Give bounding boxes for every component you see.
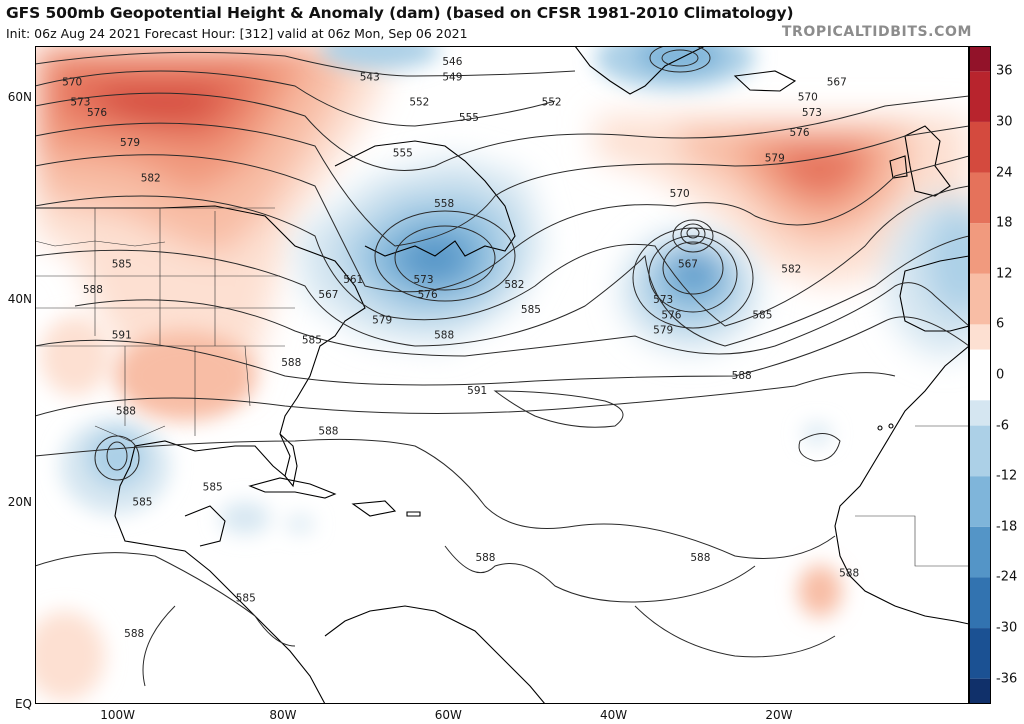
contour-label: 585 — [302, 335, 322, 347]
colorbar-band — [969, 324, 991, 350]
contour-label: 588 — [839, 567, 859, 579]
colorbar-band — [969, 273, 991, 325]
colorbar-band — [969, 223, 991, 274]
lon-label-80w: 80W — [269, 708, 297, 722]
contour-label: 588 — [690, 552, 710, 564]
contour-label: 579 — [120, 137, 140, 149]
lat-label-60n: 60N — [7, 89, 32, 104]
contour-label: 570 — [798, 92, 818, 104]
contour-label: 588 — [116, 405, 136, 417]
colorbar-band — [969, 172, 991, 224]
lon-label-40w: 40W — [600, 708, 628, 722]
lat-label-eq: EQ — [14, 697, 32, 711]
contour-label: 582 — [504, 279, 524, 291]
lon-label-100w: 100W — [100, 708, 136, 722]
contour-label: 555 — [393, 147, 413, 159]
lon-label-20w: 20W — [765, 708, 793, 722]
contour-label: 561 — [343, 274, 363, 286]
contour-label: 579 — [765, 152, 785, 164]
contour-label: 549 — [442, 71, 462, 83]
contour-label: 591 — [112, 330, 132, 342]
contour-label: 570 — [670, 188, 690, 200]
contour-label: 582 — [781, 264, 801, 276]
contour-label: 558 — [434, 198, 454, 210]
contour-label: 543 — [360, 71, 380, 83]
contour-label: 552 — [409, 97, 429, 109]
contour-label: 588 — [732, 370, 752, 382]
contour-label: 585 — [203, 481, 223, 493]
colorbar-band — [969, 526, 991, 578]
colorbar-band — [969, 577, 991, 629]
lon-label-60w: 60W — [434, 708, 462, 722]
colorbar-tick-label: -18 — [996, 519, 1018, 535]
colorbar-tick-label: 24 — [996, 165, 1013, 181]
contour-label: 552 — [542, 97, 562, 109]
colorbar-tick-label: -30 — [996, 620, 1018, 636]
colorbar-tick-label: -24 — [996, 569, 1018, 585]
colorbar-band — [969, 476, 991, 527]
colorbar-tick-label: 12 — [996, 266, 1013, 282]
colorbar-band — [969, 46, 991, 72]
colorbar-band — [969, 678, 991, 704]
contour-label: 576 — [790, 127, 810, 139]
contour-label: 588 — [83, 284, 103, 296]
contour-label: 573 — [413, 274, 433, 286]
contour-label: 588 — [434, 330, 454, 342]
contour-label: 576 — [661, 309, 681, 321]
map-title: GFS 500mb Geopotential Height & Anomaly … — [6, 4, 794, 22]
contour-label: 585 — [112, 259, 132, 271]
contour-label: 588 — [475, 552, 495, 564]
contour-label: 588 — [318, 426, 338, 438]
contour-label: 573 — [653, 294, 673, 306]
colorbar-band — [969, 121, 991, 173]
contour-label: 555 — [459, 112, 479, 124]
height-contours — [35, 46, 969, 687]
contour-label: 585 — [236, 593, 256, 605]
colorbar-tick-label: 18 — [996, 215, 1013, 231]
colorbar-band — [969, 71, 991, 122]
contour-label: 573 — [70, 97, 90, 109]
colorbar-tick-label: -12 — [996, 468, 1018, 484]
colorbar-tick-label: 30 — [996, 114, 1013, 130]
colorbar-tick-label: -6 — [996, 418, 1009, 434]
map-subtitle: Init: 06z Aug 24 2021 Forecast Hour: [31… — [6, 26, 468, 41]
anomaly-colorbar — [969, 46, 991, 704]
map-frame — [35, 46, 969, 704]
contour-label: 588 — [281, 357, 301, 369]
contour-label: 546 — [442, 56, 462, 68]
contour-label: 567 — [318, 289, 338, 301]
contour-label: 573 — [802, 107, 822, 119]
contour-label: 570 — [62, 76, 82, 88]
watermark: TROPICALTIDBITS.COM — [781, 24, 972, 40]
contour-label: 579 — [653, 324, 673, 336]
colorbar-band — [969, 425, 991, 477]
contour-label: 579 — [372, 314, 392, 326]
anomaly-shading — [35, 46, 969, 701]
contour-label: 567 — [678, 259, 698, 271]
contour-label: 582 — [141, 173, 161, 185]
contour-label: 585 — [132, 497, 152, 509]
contour-label: 585 — [521, 304, 541, 316]
contour-label: 591 — [467, 385, 487, 397]
contour-label: 567 — [827, 76, 847, 88]
political-borders — [35, 207, 969, 567]
colorbar-tick-label: -36 — [996, 671, 1018, 687]
contour-label: 576 — [87, 107, 107, 119]
colorbar-tick-label: 6 — [996, 316, 1005, 332]
coastlines — [35, 46, 969, 704]
colorbar-band-neutral — [969, 349, 991, 401]
contour-label: 576 — [418, 289, 438, 301]
contour-label: 585 — [752, 309, 772, 321]
lat-label-40n: 40N — [7, 292, 32, 307]
lat-label-20n: 20N — [7, 494, 32, 509]
colorbar-tick-label: 0 — [996, 367, 1005, 383]
colorbar-band — [969, 400, 991, 426]
contour-label: 588 — [124, 628, 144, 640]
colorbar-tick-label: 36 — [996, 63, 1013, 79]
colorbar-band — [969, 628, 991, 679]
